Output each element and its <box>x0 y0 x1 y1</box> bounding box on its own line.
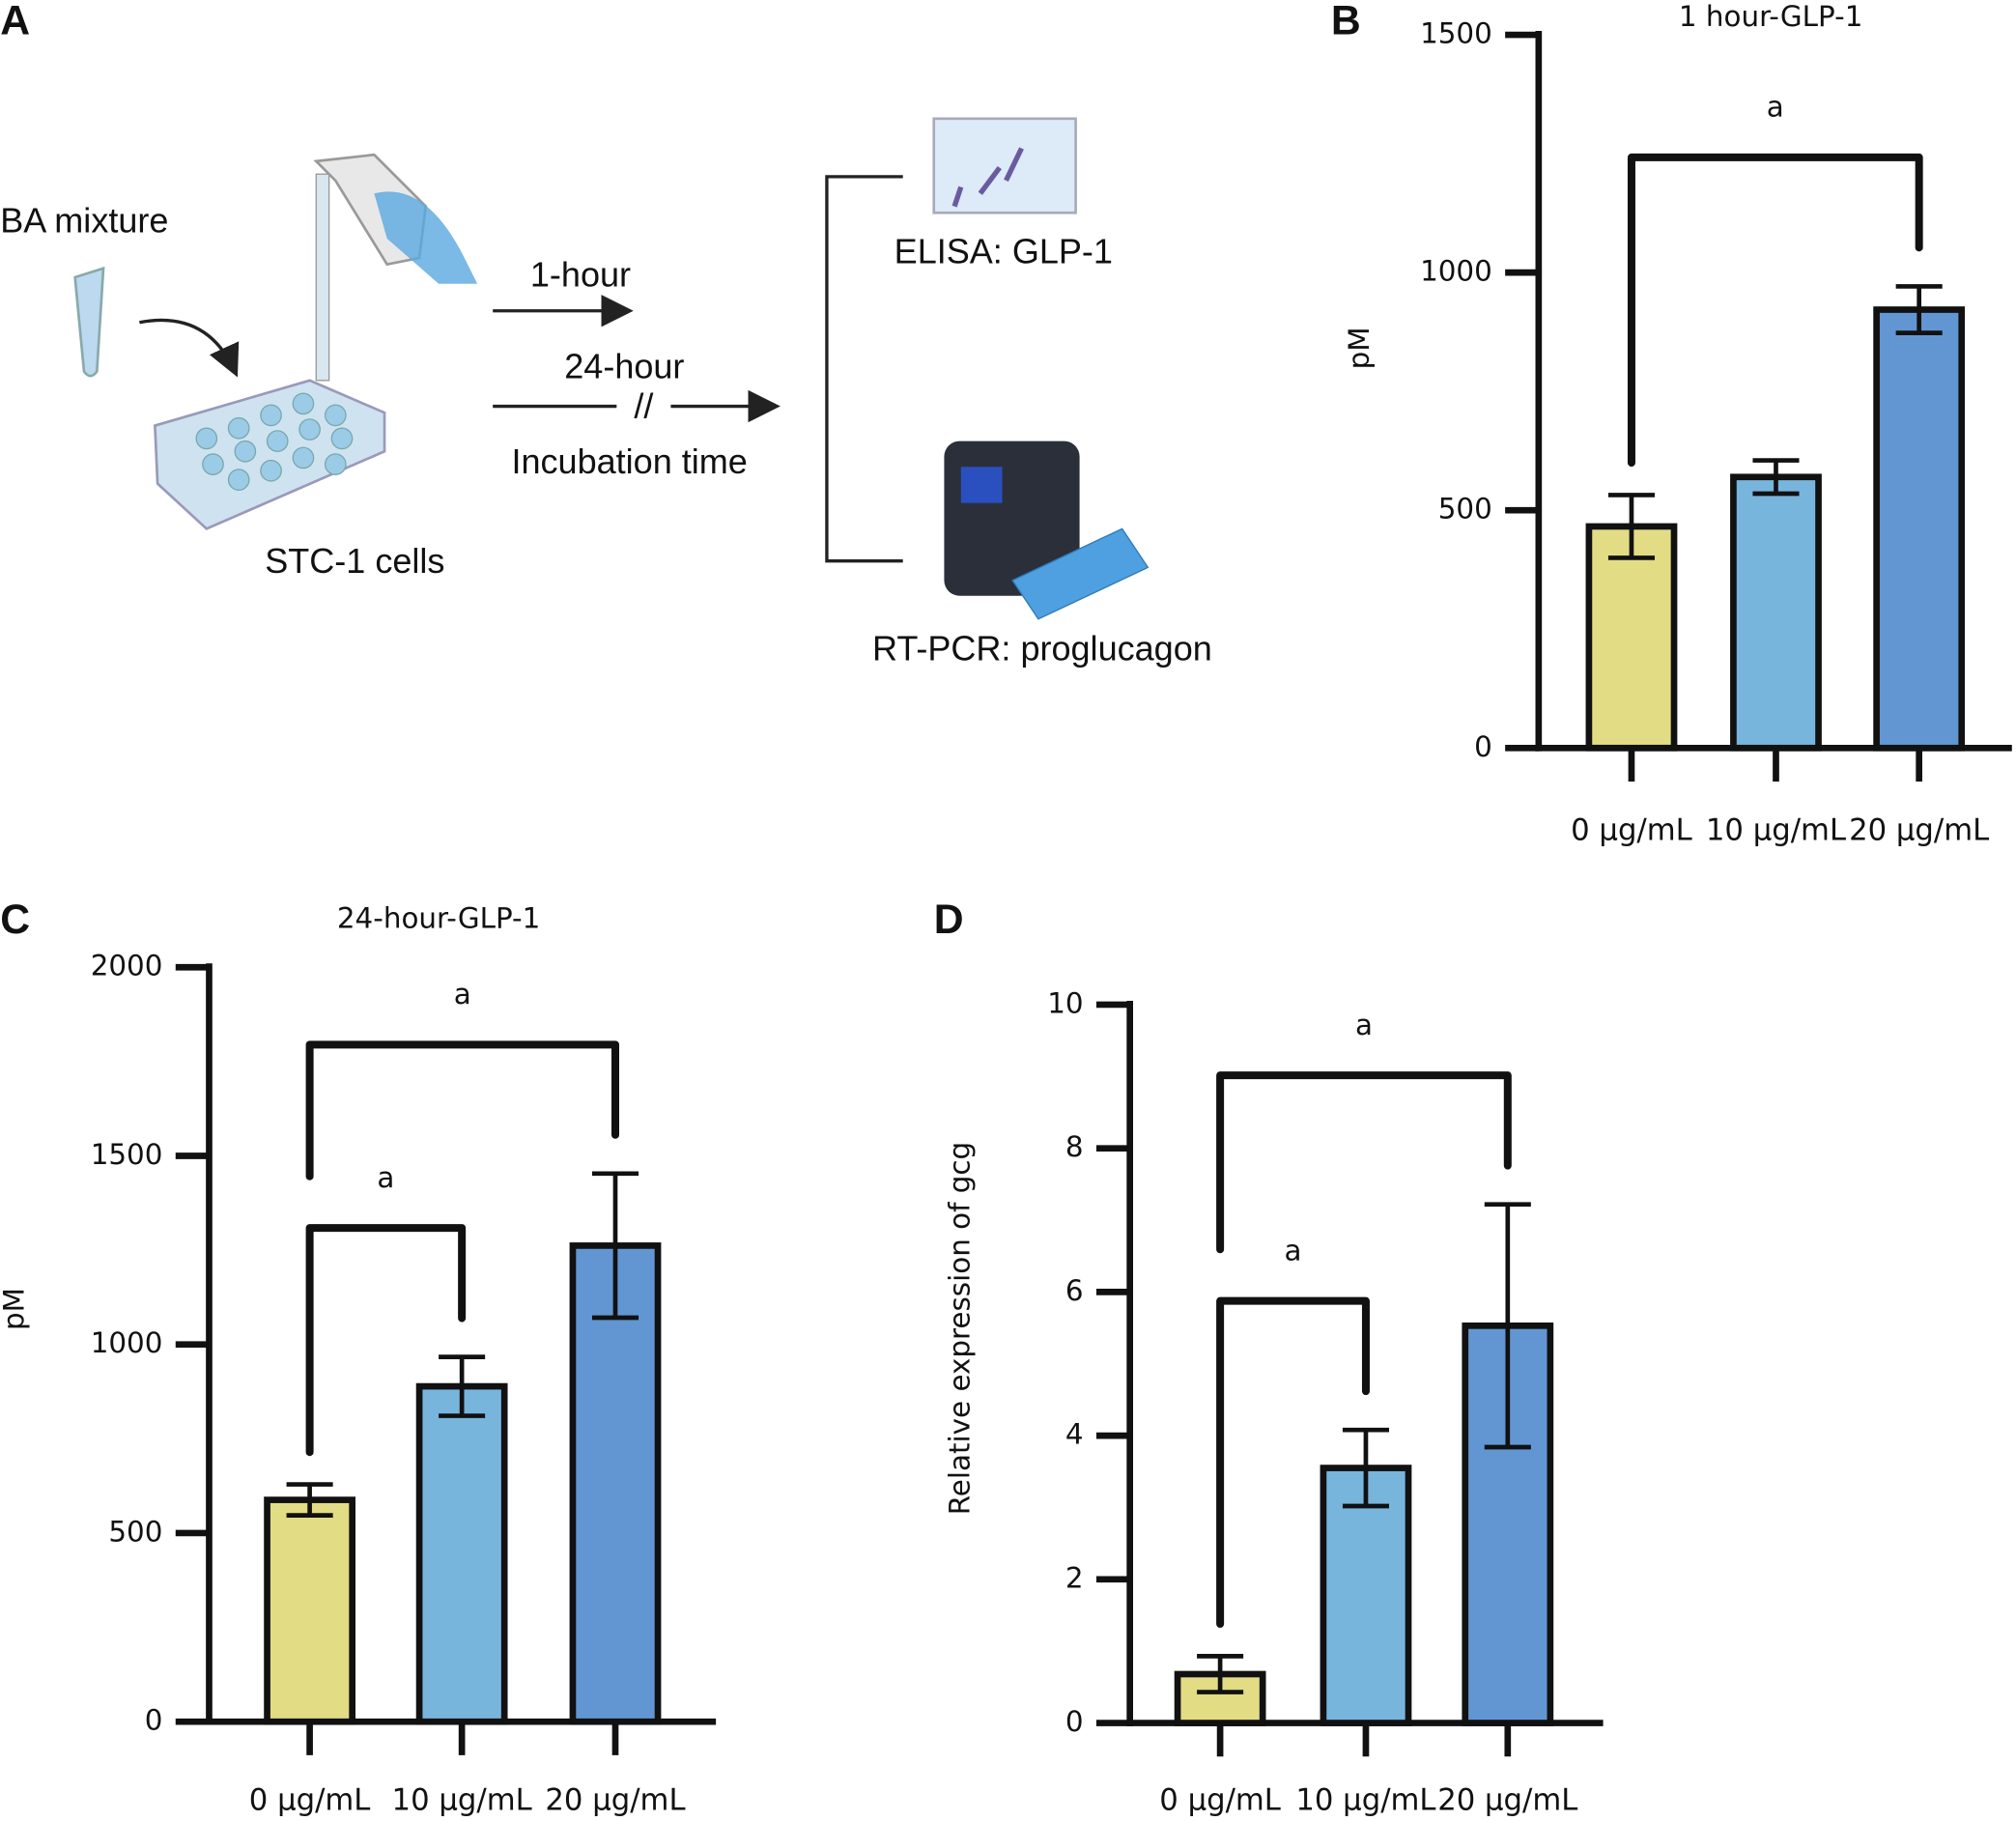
y-tick-label: 2 <box>1065 1561 1084 1594</box>
label: Incubation time <box>512 441 748 481</box>
label: STC-1 cells <box>265 541 444 581</box>
plate-icon <box>154 379 386 530</box>
y-tick-label: 0 <box>1474 730 1492 763</box>
label: ELISA: GLP-1 <box>894 232 1113 271</box>
bar <box>415 1382 508 1725</box>
y-axis-label: pM <box>1343 327 1376 369</box>
significance-label: a <box>1285 1234 1302 1266</box>
y-axis-label: pM <box>0 1288 31 1330</box>
pcr-plate <box>1011 527 1150 620</box>
y-tick-label: 1000 <box>91 1326 163 1359</box>
significance-bracket <box>305 1040 620 1181</box>
panel-letter: C <box>0 896 30 943</box>
bar <box>1873 306 1966 752</box>
y-tick-label: 10 <box>1047 986 1083 1019</box>
x-tick-label: 20 μg/mL <box>545 1783 685 1817</box>
label: 24-hour <box>564 346 684 385</box>
y-tick-label: 1500 <box>91 1138 163 1171</box>
diagram: BA mixture STC-1 cells 1-hour 24-hour //… <box>0 117 1212 669</box>
pipette-tip <box>315 173 330 382</box>
chart-title: 1 hour-GLP-1 <box>1679 0 1863 33</box>
x-tick-label: 20 μg/mL <box>1849 814 1989 848</box>
bar <box>569 1242 662 1725</box>
significance-label: a <box>1767 91 1784 124</box>
glove-icon <box>374 191 478 284</box>
significance-bracket <box>305 1224 467 1457</box>
y-tick-label: 1500 <box>1420 17 1492 50</box>
bar <box>1320 1465 1412 1726</box>
arrow <box>139 318 240 378</box>
panel-letter: A <box>0 0 30 43</box>
y-tick-label: 0 <box>145 1704 163 1737</box>
y-tick-label: 1000 <box>1420 255 1492 288</box>
error-bar <box>286 1482 333 1518</box>
x-tick-label: 0 μg/mL <box>1159 1783 1281 1817</box>
y-tick-label: 500 <box>108 1515 162 1548</box>
significance-bracket <box>1627 153 1923 468</box>
y-tick-label: 0 <box>1065 1705 1084 1738</box>
y-tick-label: 4 <box>1065 1418 1084 1451</box>
x-tick-label: 10 μg/mL <box>1295 1783 1435 1817</box>
label: // <box>634 386 654 426</box>
significance-label: a <box>1355 1009 1373 1041</box>
bar <box>264 1496 355 1725</box>
panel-letter: D <box>934 896 964 943</box>
x-tick-label: 0 μg/mL <box>249 1783 371 1817</box>
pcr-screen <box>960 467 1003 503</box>
chart-title: 24-hour-GLP-1 <box>337 901 540 934</box>
error-bar <box>1342 1427 1389 1509</box>
error-bar <box>1607 493 1655 560</box>
wells <box>195 392 354 491</box>
y-axis-label: Relative expression of gcg <box>943 1142 976 1515</box>
significance-label: a <box>454 978 471 1010</box>
antibody-icon <box>951 147 1024 208</box>
significance-label: a <box>377 1161 394 1194</box>
y-tick-label: 6 <box>1065 1274 1084 1307</box>
bracket <box>825 175 903 563</box>
error-bar <box>591 1171 639 1321</box>
error-bar <box>1197 1654 1244 1694</box>
panel-letter: B <box>1331 0 1361 43</box>
error-bar <box>1752 458 1800 497</box>
tube-icon <box>73 266 105 378</box>
significance-bracket <box>1216 1296 1370 1629</box>
error-bar <box>1895 284 1943 335</box>
label: 1-hour <box>530 255 631 295</box>
error-bar <box>439 1354 486 1418</box>
label: RT-PCR: proglucagon <box>872 629 1212 669</box>
significance-bracket <box>1216 1071 1512 1254</box>
x-tick-label: 10 μg/mL <box>392 1783 532 1817</box>
error-bar <box>1484 1202 1531 1450</box>
label: BA mixture <box>0 200 168 240</box>
y-tick-label: 500 <box>1438 493 1492 526</box>
y-tick-label: 2000 <box>91 950 163 982</box>
y-tick-label: 8 <box>1065 1130 1084 1163</box>
x-tick-label: 0 μg/mL <box>1571 814 1692 848</box>
x-tick-label: 10 μg/mL <box>1706 814 1846 848</box>
bar <box>1730 473 1822 752</box>
x-tick-label: 20 μg/mL <box>1437 1783 1577 1817</box>
